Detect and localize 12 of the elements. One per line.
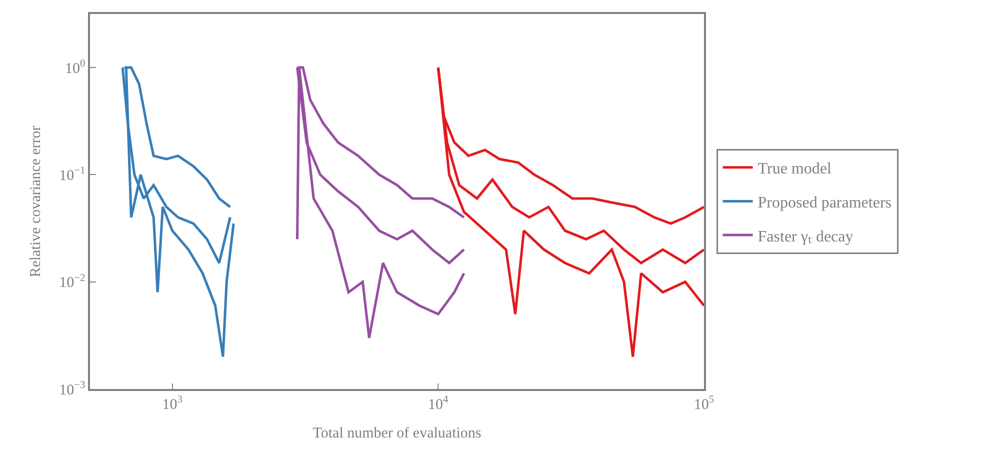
y-tick-label: 10$^{0}$ (65, 58, 86, 77)
y-axis-title: Relative covariance error (28, 126, 44, 278)
y-tick-label: 10$^{−3}$ (59, 380, 86, 398)
x-tick-label: 10$^{5}$ (694, 394, 714, 413)
x-axis-title: Total number of evaluations (312, 425, 482, 442)
x-tick-label: 10$^{4}$ (428, 394, 450, 413)
legend-label: Proposed parameters (758, 194, 892, 212)
legend-label: True model (758, 160, 832, 178)
y-tick-label: 10$^{−1}$ (59, 166, 86, 184)
x-tick-label: 10$^{3}$ (162, 394, 182, 413)
y-tick-label: 10$^{−2}$ (59, 272, 86, 292)
legend-label: Faster γₜ decay (758, 228, 854, 246)
